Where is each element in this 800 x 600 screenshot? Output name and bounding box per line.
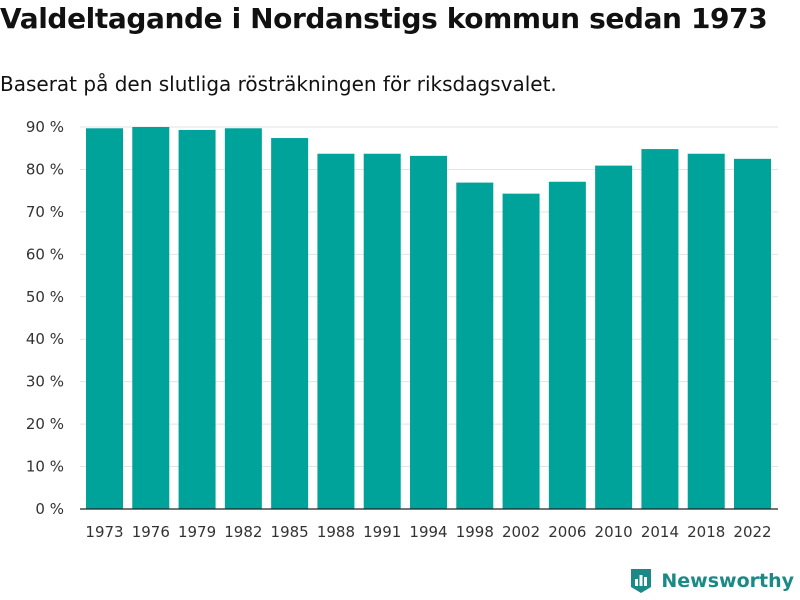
x-tick-label: 1982 — [224, 523, 262, 541]
bar-2010 — [595, 165, 633, 509]
y-tick-label: 60 % — [26, 245, 64, 263]
bar-2002 — [502, 193, 540, 510]
y-tick-label: 90 % — [26, 118, 64, 136]
y-tick-label: 30 % — [26, 373, 64, 391]
chart-title: Valdeltagande i Nordanstigs kommun sedan… — [0, 2, 768, 35]
x-tick-label: 2014 — [641, 523, 679, 541]
x-tick-label: 1988 — [317, 523, 355, 541]
y-tick-label: 50 % — [26, 288, 64, 306]
x-tick-label: 1994 — [409, 523, 447, 541]
bar-1994 — [410, 155, 447, 509]
bar-1985 — [271, 138, 309, 509]
y-tick-label: 40 % — [26, 330, 64, 348]
x-axis-ticks: 1973 1976 1979 1982 1985 1988 1991 1994 1998 2002… — [85, 523, 771, 541]
y-tick-label: 80 % — [26, 160, 64, 178]
bar-chart-icon — [631, 569, 652, 593]
bar-1976 — [132, 127, 170, 509]
bar-1982 — [224, 128, 262, 510]
y-tick-label: 70 % — [26, 203, 64, 221]
x-tick-label: 1998 — [456, 523, 494, 541]
bar-1991 — [363, 153, 401, 510]
x-tick-label: 2010 — [595, 523, 633, 541]
bar-2014 — [641, 149, 679, 509]
x-tick-label: 2022 — [733, 523, 771, 541]
brand-logo: Newsworthy — [629, 568, 794, 594]
bar-1973 — [86, 128, 123, 510]
y-axis-ticks: 0 % 10 % 20 % 30 % 40 % 50 % 60 % 70 % 80 % 90 % — [26, 118, 64, 518]
bar-2022 — [734, 158, 771, 510]
y-tick-label: 0 % — [35, 500, 64, 518]
bar-1979 — [178, 129, 216, 509]
x-tick-label: 2002 — [502, 523, 540, 541]
x-tick-label: 1976 — [132, 523, 170, 541]
bar-2006 — [548, 181, 586, 509]
bar-2018 — [687, 153, 725, 510]
x-tick-label: 1973 — [85, 523, 123, 541]
x-tick-label: 1979 — [178, 523, 216, 541]
x-tick-label: 1991 — [363, 523, 401, 541]
bar-1998 — [456, 182, 494, 509]
y-tick-label: 10 % — [26, 458, 64, 476]
bar-1988 — [317, 153, 355, 510]
y-tick-label: 20 % — [26, 415, 64, 433]
x-tick-label: 1985 — [271, 523, 309, 541]
x-tick-label: 2006 — [548, 523, 586, 541]
x-tick-label: 2018 — [687, 523, 725, 541]
bars — [86, 127, 771, 510]
brand-name: Newsworthy — [661, 570, 794, 592]
chart-subtitle: Baserat på den slutliga rösträkningen fö… — [0, 72, 557, 96]
